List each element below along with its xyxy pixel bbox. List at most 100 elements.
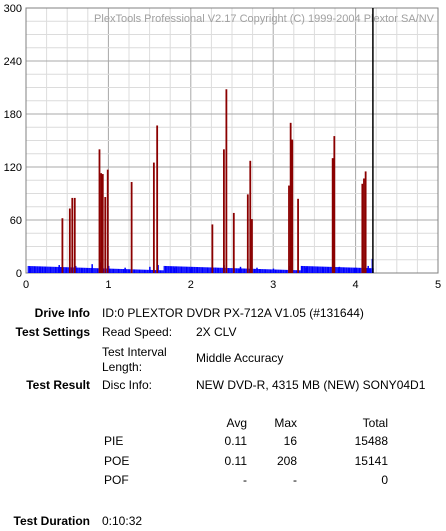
pie-bar	[82, 267, 84, 273]
pie-bar	[274, 269, 277, 273]
pie-bar	[237, 268, 239, 273]
pie-bar	[169, 266, 171, 273]
pie-bar	[42, 266, 44, 273]
pie-bar	[315, 266, 317, 273]
pie-bar	[327, 266, 330, 273]
pie-bar	[75, 267, 78, 273]
pie-bar	[119, 268, 121, 273]
pie-bar	[257, 268, 259, 273]
pie-bar	[263, 269, 265, 273]
poe-bar	[156, 125, 159, 273]
pie-bar	[88, 267, 90, 273]
x-tick-label: 5	[435, 279, 441, 291]
pie-bar	[300, 265, 303, 273]
pie-bar	[371, 268, 373, 273]
pie-bar	[269, 269, 272, 273]
pie-bar	[295, 270, 298, 273]
pie-bar	[190, 266, 192, 273]
pie-bar	[268, 269, 270, 273]
pie-bar	[352, 267, 354, 273]
pie-bar	[121, 269, 123, 273]
poe-bar	[232, 212, 235, 273]
pie-bar	[242, 268, 244, 273]
chart-title: PlexTools Professional V2.17 Copyright (…	[94, 13, 435, 25]
pie-bar	[356, 267, 358, 273]
pie-bar	[143, 269, 146, 273]
pie-bar	[293, 270, 295, 273]
pie-bar	[344, 267, 346, 273]
pie-bar	[166, 266, 168, 273]
pie-bar	[316, 266, 319, 273]
pie-bar	[318, 266, 320, 273]
pie-bar	[67, 267, 69, 273]
pie-bar	[96, 268, 99, 273]
pie-bar	[150, 269, 152, 273]
pie-bar	[173, 266, 175, 273]
pie-bar	[59, 267, 61, 273]
pie-bar	[30, 266, 32, 273]
pie-bar	[324, 266, 326, 273]
pie-bar	[114, 268, 116, 273]
pie-bar	[261, 269, 263, 273]
pie-bar	[116, 268, 118, 273]
pie-bar	[273, 269, 275, 273]
pie-bar	[204, 267, 206, 273]
stats-row-total: 15488	[354, 434, 388, 448]
pie-bar	[136, 269, 138, 273]
pie-bar	[137, 269, 139, 273]
pie-bar	[221, 267, 223, 273]
pie-bar	[126, 269, 128, 273]
pie-bar	[299, 270, 301, 273]
poe-bar	[61, 218, 64, 273]
pie-bar	[245, 268, 247, 273]
pie-bar	[89, 267, 91, 273]
pie-bar	[214, 267, 216, 273]
pie-bar	[347, 267, 349, 273]
pie-bar	[302, 265, 304, 273]
pie-bar	[353, 267, 356, 273]
test-interval-label-line1: Test Interval	[102, 345, 167, 359]
poe-bar	[333, 136, 336, 273]
pie-bar	[231, 268, 233, 273]
poe-bar	[71, 197, 74, 273]
pie-bar	[47, 266, 49, 273]
pie-bar	[215, 267, 217, 273]
poe-bar	[130, 182, 133, 273]
read-speed-label: Read Speed:	[102, 325, 173, 339]
pie-bar	[346, 267, 348, 273]
pie-bar	[167, 266, 169, 273]
pie-bar	[310, 266, 312, 273]
pie-bar	[240, 268, 242, 273]
pie-bar	[258, 269, 260, 273]
stats-row-max: 16	[283, 434, 297, 448]
pie-bar	[283, 269, 285, 273]
pie-bar	[168, 266, 170, 273]
test-interval-label-line2: Length:	[102, 360, 143, 374]
pie-bar	[28, 266, 31, 273]
pie-bar	[178, 266, 180, 273]
poe-bar	[363, 178, 365, 273]
x-tick-label: 2	[188, 279, 194, 291]
stats-header-total: Total	[362, 416, 388, 430]
pie-bar	[253, 268, 256, 273]
pie-bar	[83, 267, 85, 273]
pie-bar	[77, 267, 79, 273]
pie-bar	[366, 268, 368, 273]
pie-bar	[262, 269, 264, 273]
pie-bar	[179, 266, 181, 273]
pie-bar	[350, 267, 352, 273]
poe-bar	[289, 122, 292, 273]
pie-bar	[157, 265, 159, 273]
pie-bar	[57, 266, 59, 273]
test-settings-label: Test Settings	[15, 325, 90, 339]
pie-bar	[52, 266, 54, 273]
poe-bar	[291, 139, 294, 273]
poe-bar	[225, 89, 228, 274]
pie-bar	[85, 267, 87, 273]
pie-bar	[177, 266, 179, 273]
pie-bar	[217, 267, 220, 273]
pie-bar	[36, 266, 38, 273]
pie-bar	[267, 269, 269, 273]
pie-bar	[201, 267, 204, 273]
pie-bar	[31, 266, 33, 273]
